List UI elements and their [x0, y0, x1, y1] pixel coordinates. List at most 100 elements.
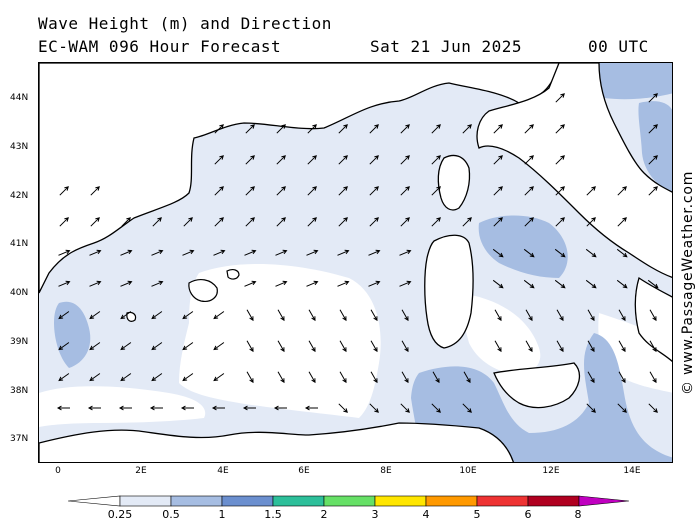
colorbar-box [272, 495, 325, 507]
wave-arrow [275, 249, 288, 256]
wave-arrow [492, 248, 504, 258]
colorbar-box [323, 495, 376, 507]
wave-arrow [648, 186, 658, 196]
wave-arrow [370, 371, 378, 384]
colorbar-end-triangle [578, 495, 630, 507]
colorbar-box [374, 495, 427, 507]
wave-arrow [494, 309, 502, 322]
wave-arrow [369, 124, 379, 134]
wave-arrow [277, 340, 285, 353]
wave-arrow [120, 249, 133, 256]
wave-arrow [587, 340, 595, 353]
wave-arrow [120, 373, 132, 382]
lat-label-43n: 43N [10, 142, 29, 152]
wave-arrow [87, 405, 101, 411]
wave-arrow [276, 124, 286, 134]
wave-arrow [244, 280, 257, 287]
wave-arrow [616, 279, 628, 289]
land-sardinia [424, 234, 474, 349]
wave-arrow [339, 371, 347, 384]
wave-arrow [493, 186, 503, 196]
land-sicily [493, 362, 581, 409]
wave-arrow [616, 248, 628, 258]
wave-arrow [275, 280, 288, 287]
wave-arrow [90, 186, 100, 196]
wave-arrow [401, 340, 409, 353]
copyright-watermark: © www.PassageWeather.com [680, 170, 696, 395]
wave-arrow [462, 217, 472, 227]
wave-arrow [338, 217, 348, 227]
wave-arrow [149, 405, 163, 411]
lat-label-44n: 44N [10, 93, 29, 103]
mid-zone-north-ionian [638, 101, 672, 193]
wave-arrow [338, 403, 348, 413]
wave-arrow [308, 340, 316, 353]
wave-arrow [370, 340, 378, 353]
wave-arrow [58, 311, 70, 320]
wave-arrow [182, 342, 194, 351]
mid-zone-sardinia-west [478, 215, 568, 278]
map-canvas [39, 63, 672, 462]
wave-arrow [617, 403, 627, 413]
wave-arrow [493, 155, 503, 165]
lon-label-6e: 6E [298, 466, 310, 476]
wave-arrow [399, 280, 412, 287]
wave-arrow [524, 186, 534, 196]
wave-arrow [555, 124, 565, 134]
colorbar-label-5: 5 [473, 508, 481, 521]
land-italy [476, 63, 672, 278]
wave-arrow [308, 309, 316, 322]
lat-label-39n: 39N [10, 337, 29, 347]
wave-arrow [276, 155, 286, 165]
wave-arrow [89, 373, 101, 382]
wave-arrow [245, 186, 255, 196]
wave-arrow [618, 371, 626, 384]
wave-arrow [369, 186, 379, 196]
wave-arrow [492, 279, 504, 289]
wave-arrow [183, 217, 193, 227]
wave-arrow [89, 311, 101, 320]
wave-arrow [369, 403, 379, 413]
wave-arrow [276, 217, 286, 227]
colorbar-label-0-25: 0.25 [107, 508, 133, 521]
chart-title: Wave Height (m) and Direction [38, 14, 332, 33]
lat-label-42n: 42N [10, 191, 29, 201]
wave-arrow [307, 186, 317, 196]
wave-arrow [586, 217, 596, 227]
wave-arrow [214, 124, 224, 134]
calm-zone-tyrrhenian [459, 293, 541, 375]
wave-arrow [523, 248, 535, 258]
wave-arrow [306, 249, 319, 256]
colorbar-box [221, 495, 274, 507]
wave-arrow [214, 217, 224, 227]
wave-arrow [58, 342, 70, 351]
wave-arrow [59, 186, 69, 196]
wave-arrow [587, 371, 595, 384]
colorbar-box [476, 495, 529, 507]
wave-arrow [56, 405, 70, 411]
wave-arrow [463, 371, 471, 384]
wave-arrow [118, 405, 132, 411]
wave-arrow [618, 340, 626, 353]
wave-arrow [585, 248, 597, 258]
wave-arrow [493, 124, 503, 134]
wave-arrow [648, 155, 658, 165]
wave-arrow [182, 311, 194, 320]
lon-label-12e: 12E [542, 466, 560, 476]
wave-arrow [400, 186, 410, 196]
wave-arrow [307, 124, 317, 134]
colorbar-label-4: 4 [422, 508, 430, 521]
wave-arrow [554, 279, 566, 289]
wave-direction-arrows [56, 93, 659, 413]
wave-arrow [244, 249, 257, 256]
wave-arrow [400, 217, 410, 227]
lat-label-40n: 40N [10, 288, 29, 298]
wave-arrow [246, 371, 254, 384]
colorbar-label-3: 3 [371, 508, 379, 521]
wave-arrow [277, 371, 285, 384]
lat-label-37n: 37N [10, 434, 29, 444]
wave-arrow [525, 309, 533, 322]
colorbar-box [425, 495, 478, 507]
land-balearic-mallorca [188, 278, 218, 302]
lon-label-10e: 10E [459, 466, 477, 476]
